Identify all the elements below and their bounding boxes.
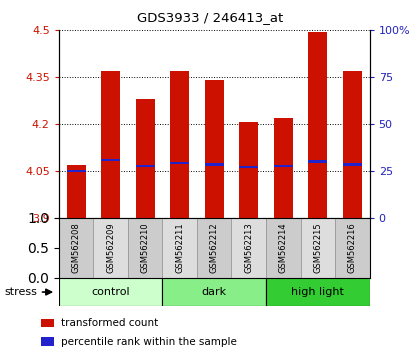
Bar [101,159,120,161]
Bar [101,71,120,218]
Text: GDS3933 / 246413_at: GDS3933 / 246413_at [137,11,283,24]
Text: control: control [91,287,130,297]
Bar [136,165,155,167]
Bar [163,278,266,306]
Bar [308,160,327,163]
Bar [136,99,155,218]
Bar [59,218,93,278]
Text: GSM562213: GSM562213 [244,222,253,273]
Text: GSM562214: GSM562214 [279,222,288,273]
Text: high light: high light [291,287,344,297]
Bar [308,32,327,218]
Bar [343,71,362,218]
Bar [66,165,86,218]
Text: GSM562216: GSM562216 [348,222,357,273]
Bar [128,218,163,278]
Text: percentile rank within the sample: percentile rank within the sample [61,337,237,347]
Bar [170,71,189,218]
Bar [197,218,231,278]
Bar [239,166,258,168]
Bar [301,218,335,278]
Bar [205,163,224,166]
Text: transformed count: transformed count [61,318,158,328]
Text: GSM562215: GSM562215 [313,222,322,273]
Bar [93,218,128,278]
Text: GSM562209: GSM562209 [106,222,115,273]
Text: dark: dark [202,287,227,297]
Bar [343,163,362,166]
Text: GSM562208: GSM562208 [71,222,81,273]
Bar [59,278,163,306]
Bar [274,165,293,167]
Text: GSM562212: GSM562212 [210,222,219,273]
Bar [163,218,197,278]
Text: GSM562211: GSM562211 [175,222,184,273]
Bar [205,80,224,218]
Bar [41,337,55,346]
Bar [66,170,86,172]
Bar [266,218,301,278]
Bar [170,162,189,164]
Bar [239,122,258,218]
Bar [266,278,370,306]
Bar [231,218,266,278]
Bar [335,218,370,278]
Text: stress: stress [4,287,37,297]
Text: GSM562210: GSM562210 [141,222,150,273]
Bar [274,118,293,218]
Bar [41,319,55,327]
